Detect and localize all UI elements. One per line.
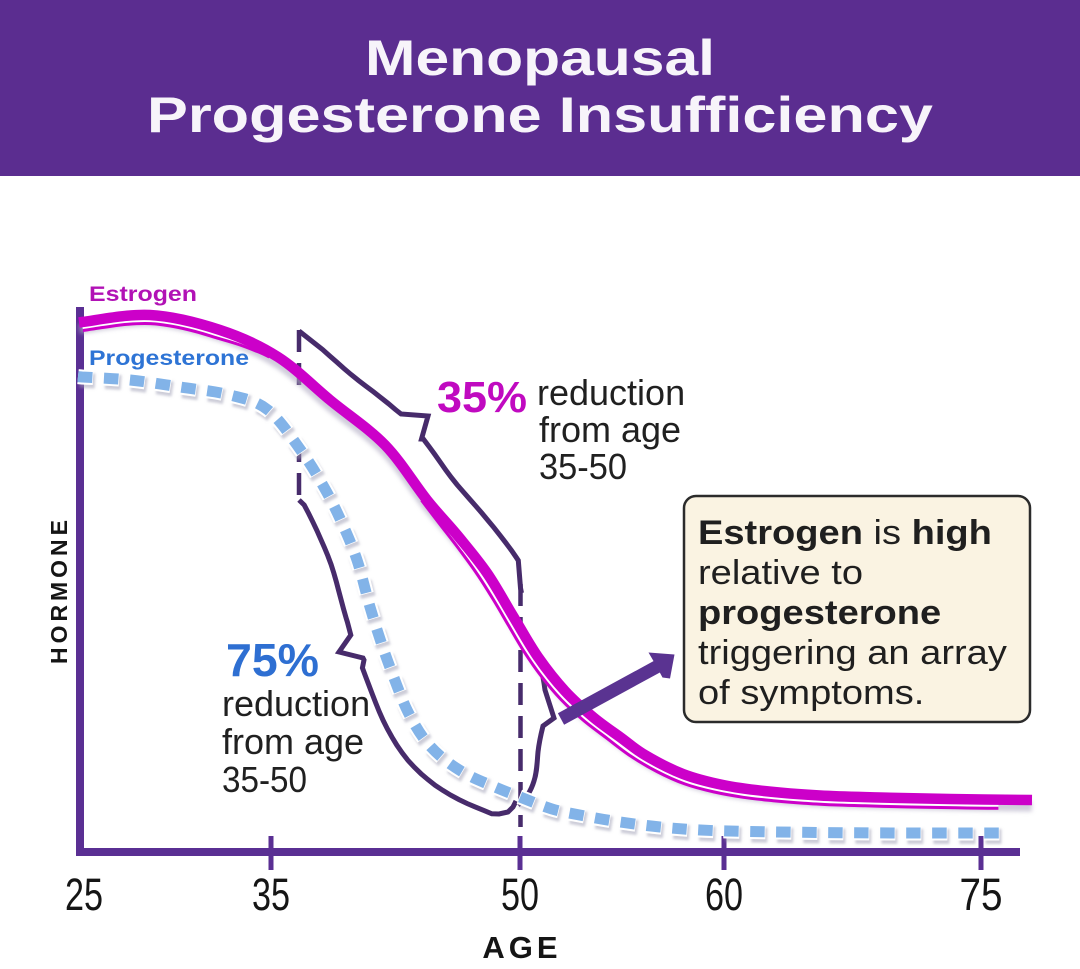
svg-text:75: 75 [960, 869, 1003, 920]
svg-text:triggering an array: triggering an array [698, 633, 1007, 672]
svg-text:of symptoms.: of symptoms. [698, 673, 924, 712]
svg-text:60: 60 [705, 869, 743, 920]
svg-text:AGE: AGE [482, 930, 561, 964]
svg-text:relative to: relative to [698, 553, 863, 592]
svg-text:Progesterone Insufficiency: Progesterone Insufficiency [147, 87, 933, 143]
svg-text:35%: 35% [437, 373, 527, 422]
svg-text:reduction: reduction [537, 372, 685, 413]
svg-text:35-50: 35-50 [222, 759, 307, 800]
svg-text:reduction: reduction [222, 683, 370, 724]
svg-text:Progesterone: Progesterone [89, 347, 249, 370]
svg-text:25: 25 [65, 869, 103, 920]
svg-text:HORMONE: HORMONE [46, 518, 72, 664]
svg-text:Menopausal: Menopausal [365, 30, 715, 86]
svg-text:35-50: 35-50 [539, 446, 627, 487]
svg-text:Estrogen is high: Estrogen is high [698, 513, 992, 552]
svg-text:35: 35 [252, 869, 290, 920]
svg-text:50: 50 [501, 869, 539, 920]
svg-text:progesterone: progesterone [698, 593, 941, 632]
svg-text:from age: from age [222, 721, 364, 762]
svg-text:from age: from age [539, 409, 681, 450]
svg-text:Estrogen: Estrogen [89, 283, 197, 306]
svg-text:75%: 75% [226, 634, 319, 686]
